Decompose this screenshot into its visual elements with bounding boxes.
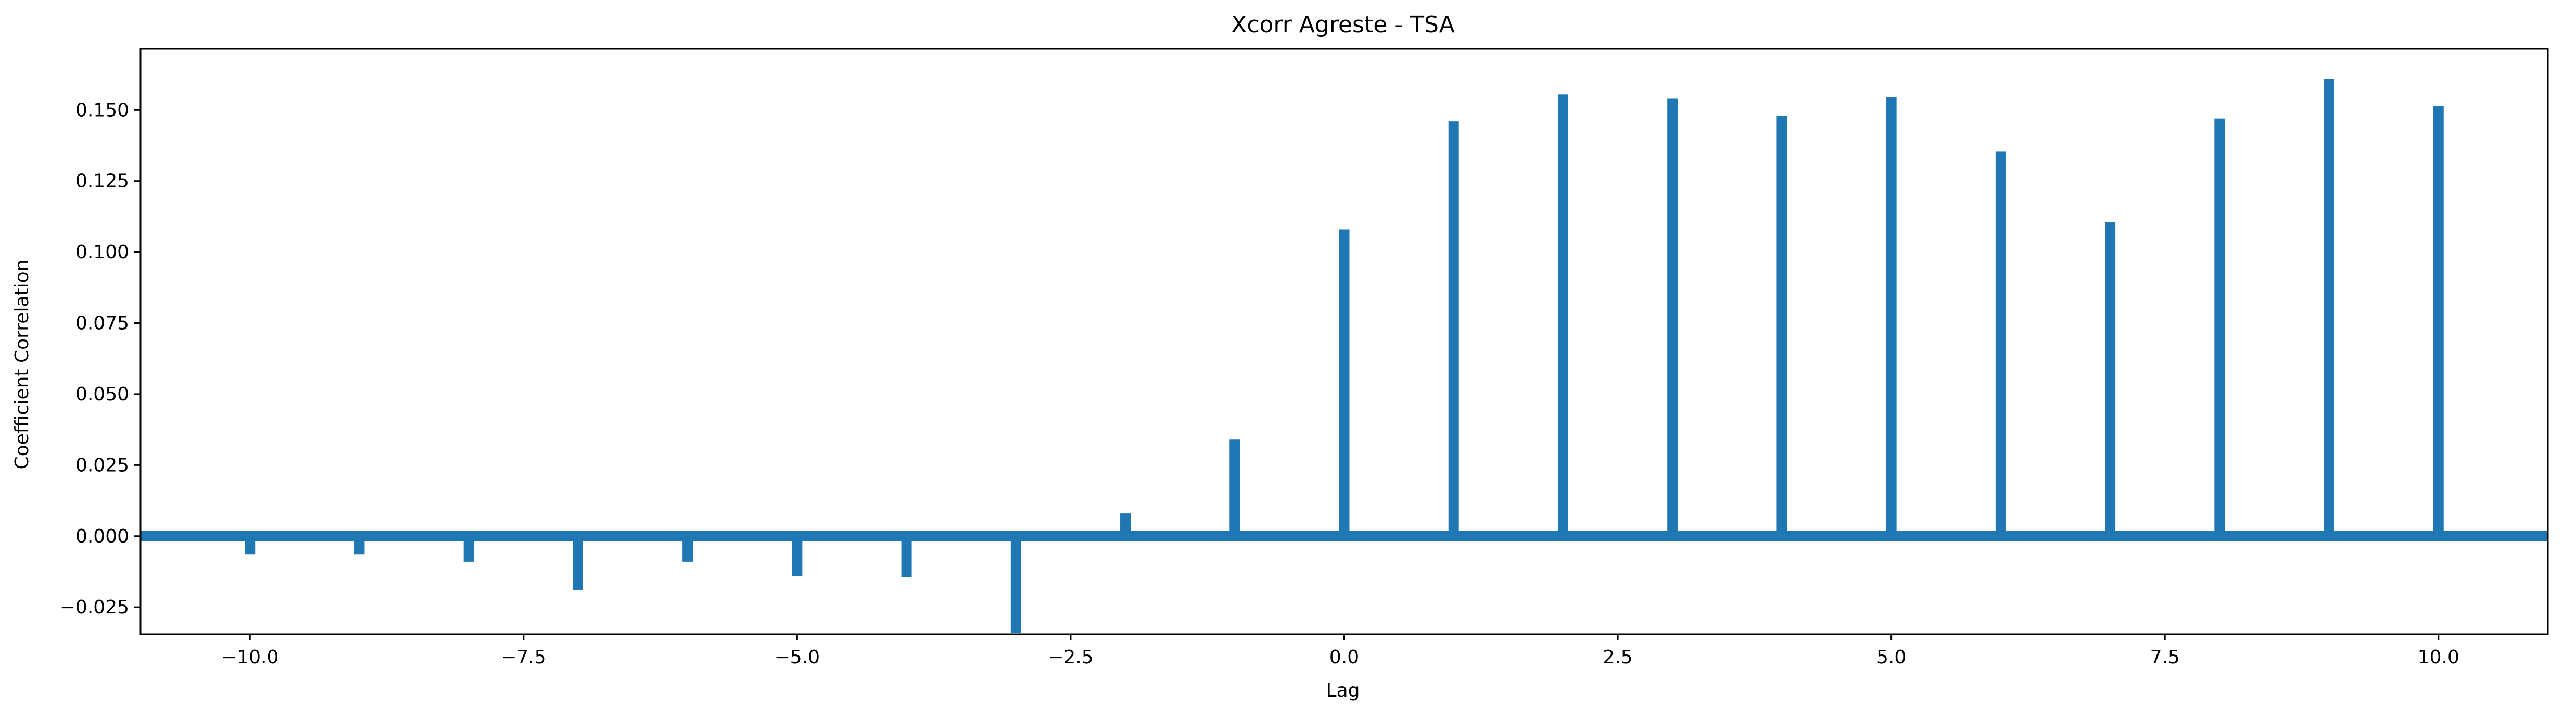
bar-lag-10: [2433, 106, 2444, 536]
bar-lag--2: [1120, 513, 1131, 536]
y-tick-label: 0.125: [75, 171, 129, 192]
y-tick-label: 0.025: [75, 455, 129, 476]
x-tick-label: 2.5: [1603, 647, 1632, 668]
bar-lag-6: [1995, 151, 2006, 536]
y-tick-label: 0.075: [75, 313, 129, 334]
bar-lag-5: [1886, 97, 1897, 536]
bar-lag-9: [2324, 79, 2334, 536]
y-axis-ticks: −0.025 0.000 0.025 0.050 0.075 0.100 0.125 0.15…: [60, 99, 141, 618]
bar-lag--4: [901, 536, 912, 577]
y-tick-label: 0.050: [75, 384, 129, 405]
x-tick-label: 7.5: [2150, 647, 2180, 668]
x-tick-label: −2.5: [1048, 647, 1093, 668]
x-tick-label: −5.0: [775, 647, 820, 668]
bar-lag--6: [682, 536, 693, 562]
bar-lag--8: [463, 536, 474, 562]
y-axis-label: Coefficient Correlation: [11, 260, 33, 470]
chart-title: Xcorr Agreste - TSA: [1231, 11, 1455, 38]
x-tick-label: −10.0: [221, 647, 278, 668]
bar-lag-7: [2105, 222, 2116, 536]
y-tick-label: 0.000: [75, 526, 129, 547]
bar-lag--7: [573, 536, 583, 590]
x-axis-ticks: −10.0 −7.5 −5.0 −2.5 0.0 2.5 5.0 7.5 10.0: [221, 634, 2459, 668]
bar-lag--1: [1229, 439, 1240, 536]
bar-lag--3: [1010, 536, 1021, 633]
x-axis-label: Lag: [1326, 680, 1360, 701]
y-tick-label: −0.025: [60, 597, 129, 618]
y-tick-label: 0.150: [75, 99, 129, 121]
x-tick-label: −7.5: [501, 647, 546, 668]
bar-lag-8: [2214, 118, 2225, 536]
bar-lag-4: [1776, 116, 1787, 536]
bar-lag--5: [792, 536, 803, 576]
x-tick-label: 0.0: [1329, 647, 1359, 668]
bar-lag-3: [1667, 98, 1678, 536]
y-tick-label: 0.100: [75, 242, 129, 263]
plot-area: [139, 48, 2549, 635]
bar-lag-2: [1557, 94, 1568, 536]
x-tick-label: 10.0: [2418, 647, 2459, 668]
bar-lag-1: [1448, 121, 1459, 536]
bar-lag-0: [1339, 229, 1350, 536]
x-tick-label: 5.0: [1876, 647, 1906, 668]
